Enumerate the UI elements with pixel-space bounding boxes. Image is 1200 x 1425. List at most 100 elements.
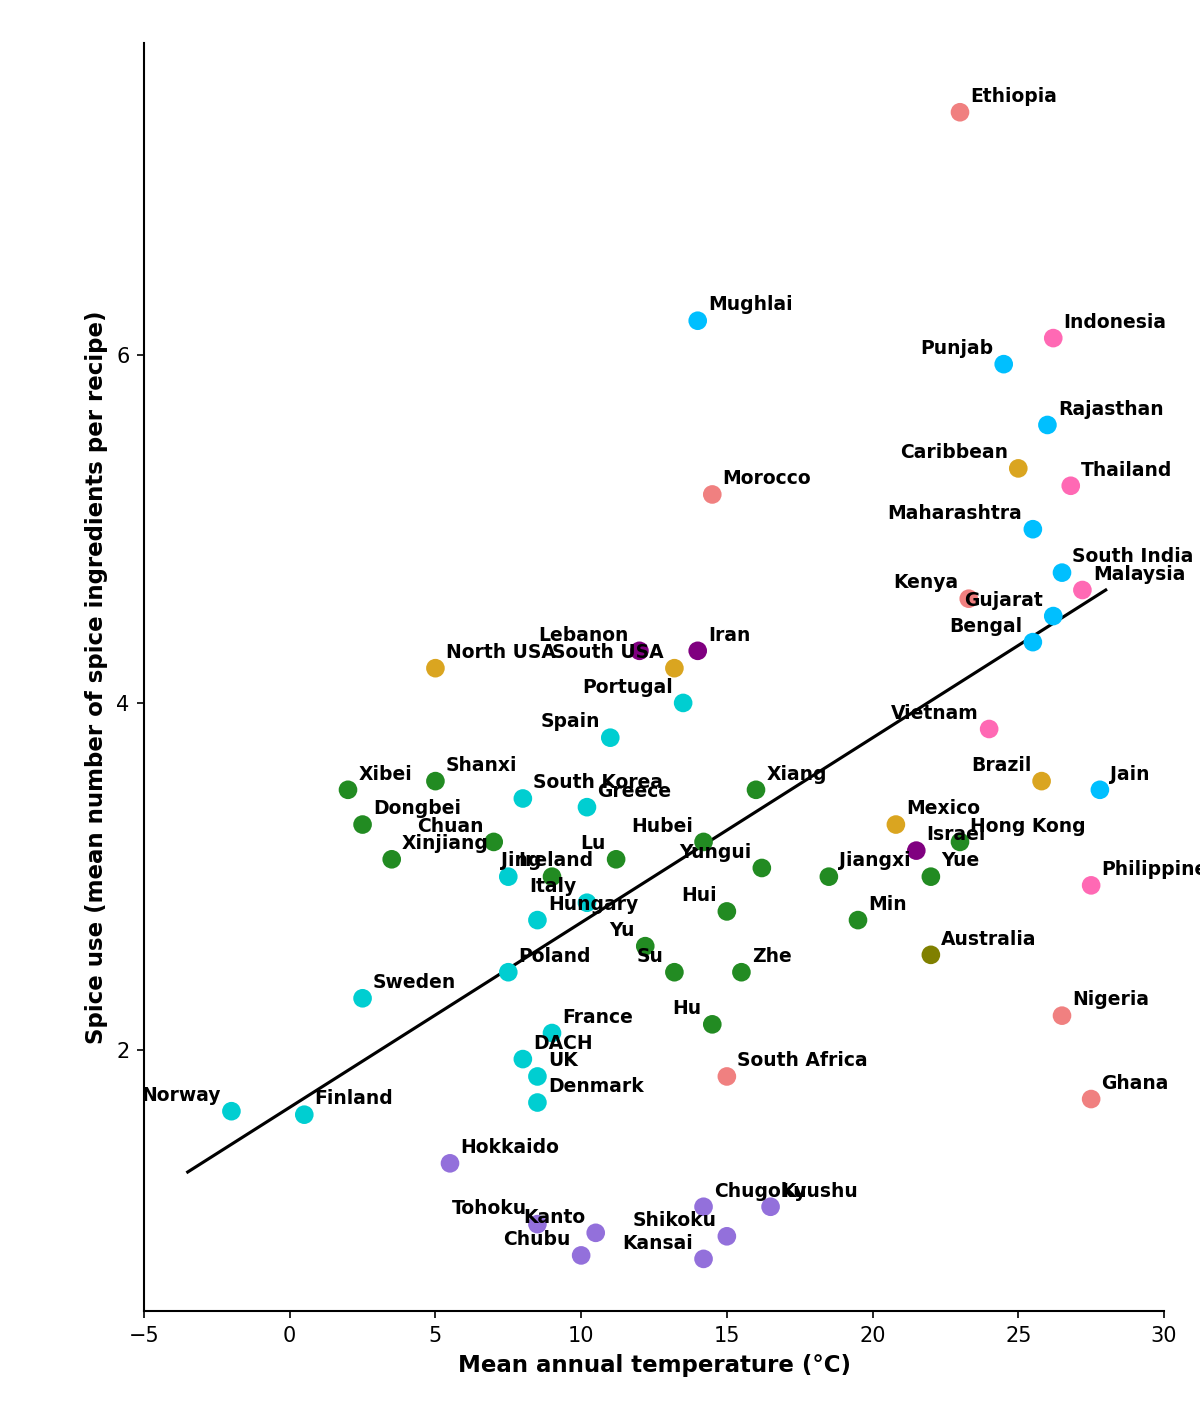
Text: Ghana: Ghana: [1102, 1074, 1169, 1093]
Text: Hubei: Hubei: [631, 817, 694, 835]
Text: Hokkaido: Hokkaido: [461, 1139, 559, 1157]
Text: Chuan: Chuan: [416, 817, 484, 835]
Point: [528, 1213, 547, 1235]
Text: Mexico: Mexico: [906, 799, 980, 818]
Text: Brazil: Brazil: [971, 755, 1031, 775]
Point: [950, 831, 970, 854]
Point: [907, 839, 926, 862]
Text: North USA: North USA: [446, 643, 556, 663]
Text: Sweden: Sweden: [373, 973, 456, 992]
Point: [1061, 475, 1080, 497]
Text: Gujarat: Gujarat: [964, 591, 1043, 610]
Text: Greece: Greece: [598, 782, 672, 801]
Point: [694, 1196, 713, 1218]
Text: Rajasthan: Rajasthan: [1058, 399, 1164, 419]
Text: Israel: Israel: [926, 825, 986, 845]
Text: Chubu: Chubu: [503, 1230, 571, 1250]
Text: Hungary: Hungary: [548, 895, 638, 913]
Text: Finland: Finland: [314, 1090, 394, 1109]
Text: Kyushu: Kyushu: [781, 1181, 858, 1200]
Point: [426, 770, 445, 792]
Text: Shikoku: Shikoku: [632, 1211, 716, 1230]
Point: [761, 1196, 780, 1218]
Point: [1091, 778, 1110, 801]
Point: [994, 353, 1013, 376]
Text: Iran: Iran: [708, 626, 750, 644]
Point: [665, 657, 684, 680]
Point: [746, 778, 766, 801]
Text: Mughlai: Mughlai: [708, 295, 793, 315]
Text: Min: Min: [869, 895, 907, 913]
Point: [499, 865, 518, 888]
Point: [382, 848, 401, 871]
Text: Malaysia: Malaysia: [1093, 564, 1186, 584]
Text: Denmark: Denmark: [548, 1077, 643, 1096]
Point: [577, 891, 596, 913]
Point: [440, 1151, 460, 1174]
Text: Yue: Yue: [941, 851, 979, 871]
Text: Morocco: Morocco: [722, 469, 811, 489]
Point: [1009, 457, 1028, 480]
Text: UK: UK: [548, 1052, 577, 1070]
Point: [1038, 413, 1057, 436]
Point: [732, 960, 751, 983]
Point: [694, 1247, 713, 1270]
Y-axis label: Spice use (mean number of spice ingredients per recipe): Spice use (mean number of spice ingredie…: [85, 311, 108, 1043]
Point: [1081, 1087, 1100, 1110]
Text: DACH: DACH: [533, 1033, 593, 1053]
Text: Maharashtra: Maharashtra: [888, 504, 1022, 523]
Text: Xinjiang: Xinjiang: [402, 834, 490, 854]
Point: [922, 865, 941, 888]
Point: [718, 1064, 737, 1087]
Point: [528, 909, 547, 932]
Point: [959, 587, 978, 610]
Text: Tohoku: Tohoku: [452, 1198, 527, 1218]
Point: [688, 640, 707, 663]
Point: [718, 1226, 737, 1248]
Point: [484, 831, 503, 854]
Text: Shanxi: Shanxi: [446, 755, 517, 775]
Text: Poland: Poland: [518, 948, 592, 966]
Point: [606, 848, 625, 871]
Point: [499, 960, 518, 983]
Text: Italy: Italy: [529, 878, 576, 896]
Point: [542, 865, 562, 888]
Text: Chugoku: Chugoku: [714, 1181, 806, 1200]
Text: Nigeria: Nigeria: [1073, 990, 1150, 1009]
Text: Kenya: Kenya: [893, 573, 959, 593]
Point: [353, 988, 372, 1010]
Point: [752, 856, 772, 879]
Text: Spain: Spain: [540, 712, 600, 731]
Point: [1032, 770, 1051, 792]
Text: France: France: [563, 1007, 634, 1027]
Point: [673, 691, 692, 714]
Point: [528, 1092, 547, 1114]
Point: [571, 1244, 590, 1267]
Text: Yu: Yu: [610, 921, 635, 941]
Text: Australia: Australia: [941, 929, 1037, 949]
Point: [820, 865, 839, 888]
Text: Xibei: Xibei: [359, 765, 412, 784]
Point: [848, 909, 868, 932]
Point: [601, 727, 620, 750]
Text: Hong Kong: Hong Kong: [971, 817, 1086, 835]
Text: Philippines: Philippines: [1102, 861, 1200, 879]
Text: Thailand: Thailand: [1081, 460, 1172, 480]
Text: Lebanon: Lebanon: [539, 626, 629, 644]
Point: [636, 935, 655, 958]
Point: [1073, 579, 1092, 601]
Text: Su: Su: [637, 948, 664, 966]
Text: Xiang: Xiang: [767, 765, 827, 784]
Text: South Korea: South Korea: [533, 774, 664, 792]
Text: Ireland: Ireland: [518, 851, 594, 871]
Text: Ethiopia: Ethiopia: [971, 87, 1057, 105]
Text: Portugal: Portugal: [582, 678, 673, 697]
Point: [950, 101, 970, 124]
Point: [528, 1064, 547, 1087]
Point: [665, 960, 684, 983]
Text: Jain: Jain: [1110, 765, 1150, 784]
Point: [514, 787, 533, 809]
Point: [630, 640, 649, 663]
Point: [586, 1221, 605, 1244]
Text: Caribbean: Caribbean: [900, 443, 1008, 462]
